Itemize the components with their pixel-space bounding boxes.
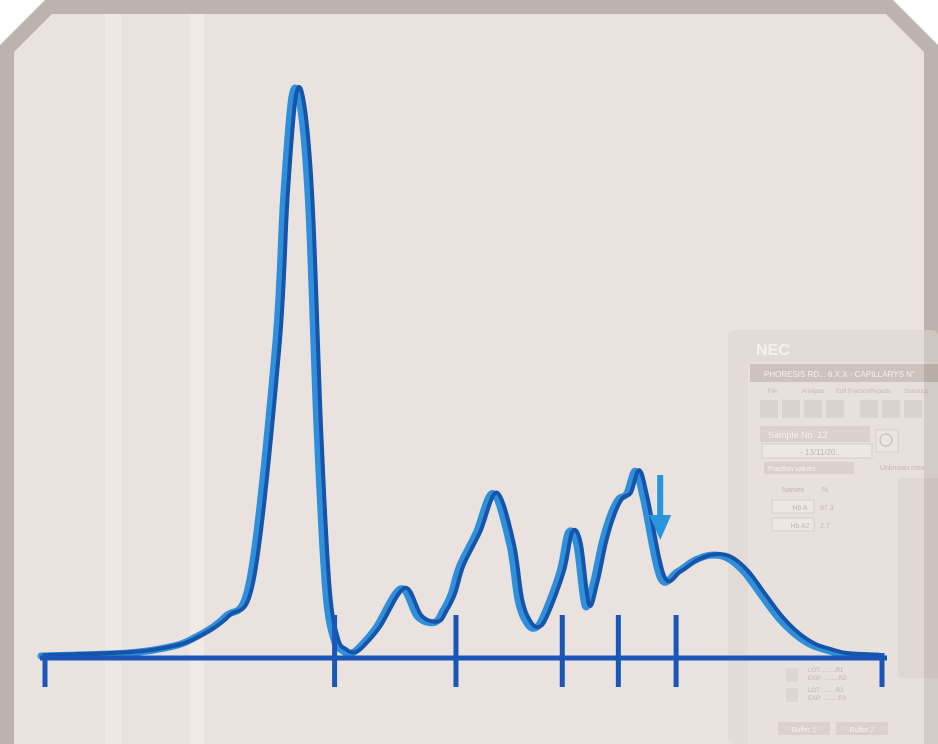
table-row-value: 97.3 (820, 505, 834, 512)
table-row (771, 499, 815, 514)
fraction-values-tab (764, 462, 854, 474)
exp-text: EXP: .........R2 (808, 676, 847, 682)
fraction-values-header: Fraction values (768, 466, 816, 473)
reagent-lots: LOT: ........R1 EXP: .........R2 LOT: ....… (786, 668, 847, 702)
monitor-menu-item: File (768, 389, 778, 395)
table-col-value: % (822, 487, 828, 494)
table-row (771, 517, 815, 532)
monitor-menu: File Analysis Edit Fraction Reports Statisti… (768, 389, 928, 395)
table-col-name: Names (782, 487, 805, 494)
monitor-menu-item: Reports (870, 389, 891, 395)
monitor-bottom-button (836, 722, 888, 735)
zoom-icon (879, 433, 893, 447)
table-row-name: Hb A2 (790, 523, 809, 530)
monitor-window-title: PHORESIS RD... 6.X.X - CAPILLARYS N° (764, 370, 915, 379)
monitor-bottom-buttons: Buffer 1 Buffer 2 (778, 722, 888, 735)
zoom-button (875, 429, 899, 453)
lot-text: LOT: ........R1 (808, 668, 844, 674)
monitor-bottom-button-label: Buffer 1 (792, 727, 816, 734)
table-row-value: 2.7 (820, 523, 830, 530)
monitor-bottom-button (778, 722, 830, 735)
monitor-titlebar (750, 364, 938, 382)
monitor-toolbar (760, 400, 922, 418)
analyzer-monitor: NEC PHORESIS RD... 6.X.X - CAPILLARYS N°… (728, 330, 938, 744)
lot-text: LOT: ........R3 (808, 688, 844, 694)
exp-text: EXP: .........R3 (808, 696, 847, 702)
sample-label: Sample No. 12 (768, 430, 828, 440)
reagent-icon (786, 668, 798, 682)
sample-label-box (760, 426, 870, 442)
monitor-menu-item: Edit Fraction (836, 389, 870, 395)
sample-date-box (761, 443, 873, 459)
fraction-boundaries (42, 615, 885, 687)
unknown-header: Unknown mes (880, 465, 925, 472)
electropherogram-chart (37, 84, 887, 687)
curve-panel (898, 478, 938, 678)
marker-head (649, 515, 672, 540)
monitor-bottom-button-label: Buffer 2 (850, 727, 874, 734)
peak-marker-arrow (649, 475, 672, 540)
sample-date: - 13/11/20.. (800, 448, 840, 457)
reagent-icon (786, 688, 798, 702)
monitor-brand: NEC (756, 342, 790, 359)
capillary-tube-decoration (105, 14, 204, 744)
table-row-name: Hb A (792, 505, 808, 512)
curve-dark-trace (43, 85, 884, 657)
monitor-menu-item: Analysis (802, 389, 824, 395)
fraction-table: Hb A 97.3 Hb A2 2.7 (771, 499, 834, 532)
monitor-menu-item: Statistics (904, 389, 928, 395)
